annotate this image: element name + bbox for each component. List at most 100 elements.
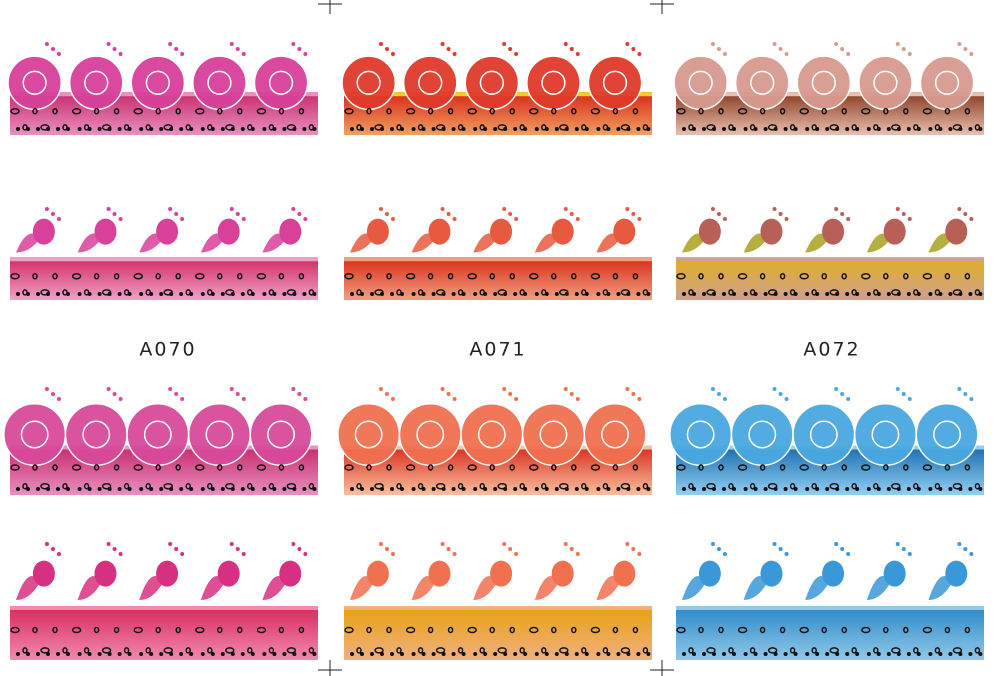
spot <box>113 273 120 280</box>
spot <box>380 127 384 131</box>
spot <box>52 626 58 634</box>
spot <box>155 626 161 634</box>
spot <box>386 464 392 471</box>
spot <box>493 292 498 296</box>
rose <box>460 402 524 467</box>
dot <box>106 207 111 211</box>
leaf <box>16 576 40 600</box>
leaf <box>262 576 287 600</box>
dot <box>384 212 389 216</box>
spot <box>435 482 446 490</box>
spot <box>632 273 639 280</box>
dot <box>969 397 974 401</box>
spot <box>117 292 122 296</box>
dot <box>784 552 789 556</box>
dot <box>50 547 55 551</box>
spot <box>883 108 889 115</box>
spot <box>189 127 194 131</box>
spot <box>483 292 488 296</box>
spot <box>87 487 92 491</box>
dot <box>772 42 777 46</box>
spot <box>964 626 971 634</box>
rose-bud <box>551 560 574 587</box>
dot <box>168 42 173 46</box>
spot <box>411 292 416 296</box>
rose-bud <box>613 218 636 245</box>
dot <box>440 542 445 546</box>
spot <box>519 482 525 490</box>
spot <box>866 652 871 656</box>
dot <box>563 207 568 211</box>
spot <box>544 487 549 491</box>
spot <box>916 487 921 491</box>
dot <box>446 547 451 551</box>
dot <box>716 212 721 216</box>
spot <box>616 127 621 131</box>
rose-center <box>205 420 234 449</box>
dot <box>963 47 968 51</box>
spot <box>390 292 394 296</box>
rose-center <box>601 420 629 449</box>
spot <box>159 652 164 656</box>
spot <box>529 464 539 471</box>
rose-bud <box>32 218 55 245</box>
rose-bud <box>94 218 117 245</box>
spot <box>922 626 933 634</box>
spot <box>845 127 850 131</box>
spot <box>139 652 144 656</box>
rose-bud <box>822 560 845 587</box>
spot <box>169 652 174 656</box>
spot <box>574 487 579 491</box>
rose-center <box>207 70 232 95</box>
rose <box>730 402 794 467</box>
spot <box>390 652 394 656</box>
rose <box>915 402 979 467</box>
spot <box>421 652 426 656</box>
spot <box>344 108 354 115</box>
leaf <box>77 576 102 600</box>
spot <box>968 292 973 296</box>
dot <box>44 207 49 211</box>
spot <box>519 647 525 654</box>
spot <box>903 108 909 115</box>
spot <box>298 464 305 471</box>
dot <box>303 217 308 221</box>
rose-bud <box>156 218 179 245</box>
spot <box>155 273 161 280</box>
spot <box>632 626 639 634</box>
dot <box>44 542 49 546</box>
spot <box>799 464 809 471</box>
spot <box>237 626 243 634</box>
spot <box>225 482 235 490</box>
spot <box>851 482 857 490</box>
spot <box>278 626 285 634</box>
spot <box>56 487 60 491</box>
spot <box>829 482 839 490</box>
spot <box>811 482 817 490</box>
spot <box>46 487 50 491</box>
spot <box>302 652 307 656</box>
dot <box>631 212 636 216</box>
spot <box>876 127 881 131</box>
spot <box>534 292 539 296</box>
spot <box>620 482 631 490</box>
spot <box>26 652 30 656</box>
spot <box>938 292 943 296</box>
rose-center <box>20 420 49 449</box>
spot <box>922 464 933 471</box>
dot <box>241 552 246 556</box>
spot <box>779 273 786 280</box>
dot <box>625 387 630 391</box>
dot <box>846 217 851 221</box>
spot <box>906 292 911 296</box>
spot <box>282 652 287 656</box>
spot <box>298 108 305 115</box>
spot <box>767 647 778 654</box>
spot <box>886 652 891 656</box>
spot <box>922 273 933 280</box>
dot <box>452 397 457 401</box>
dot <box>963 212 968 216</box>
spot <box>36 652 40 656</box>
spot <box>564 487 569 491</box>
